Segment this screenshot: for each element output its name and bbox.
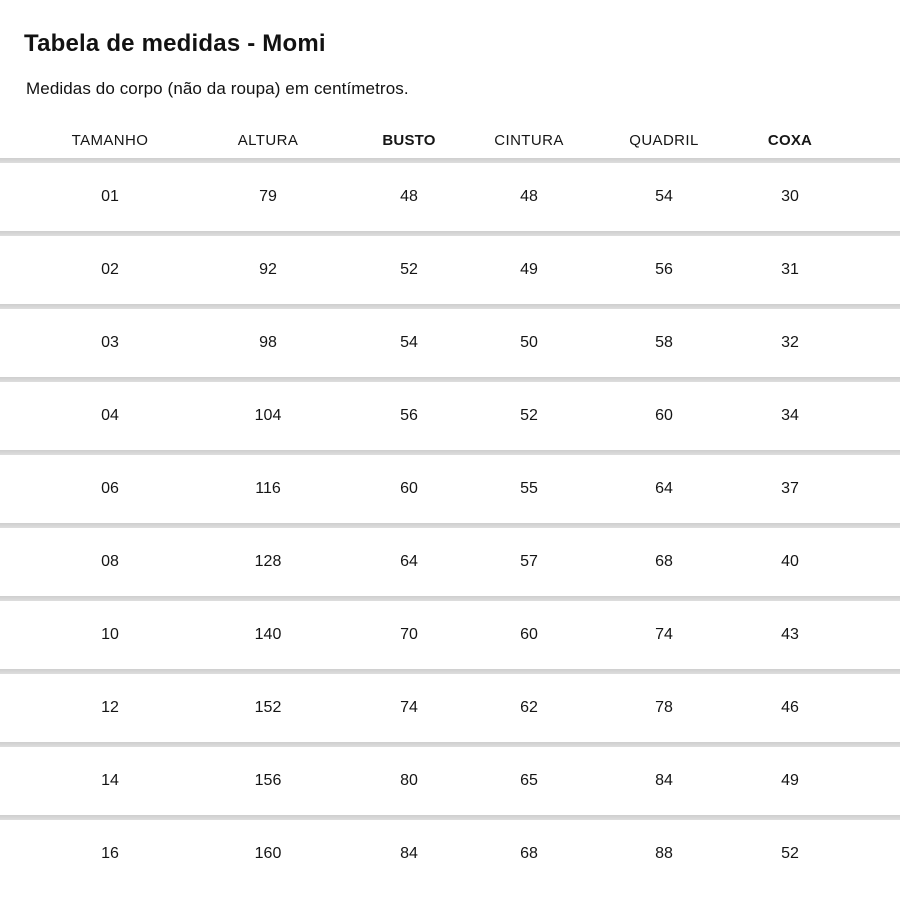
table-cell: 74	[400, 699, 418, 716]
table-cell: 60	[655, 407, 673, 424]
row-divider	[0, 669, 900, 674]
table-cell: 140	[254, 626, 282, 643]
table-cell: 50	[520, 334, 538, 351]
table-cell: 08	[101, 553, 119, 570]
table-cell: 54	[400, 334, 418, 351]
row-divider	[0, 158, 900, 163]
table-cell: 78	[655, 699, 673, 716]
table-cell: 152	[254, 699, 282, 716]
table-row: 16 160 84 68 88 52	[0, 820, 900, 888]
table-cell: 88	[655, 845, 673, 862]
table-cell: 64	[655, 480, 673, 497]
table-cell: 84	[400, 845, 418, 862]
table-cell: 31	[781, 261, 799, 278]
table-cell: 116	[255, 480, 281, 497]
table-cell: 156	[254, 772, 282, 789]
table-cell: 80	[400, 772, 418, 789]
row-divider	[0, 304, 900, 309]
table-cell: 10	[101, 626, 119, 643]
table-cell: 84	[655, 772, 673, 789]
table-cell: 64	[400, 553, 418, 570]
table-header-row: TAMANHO ALTURA BUSTO CINTURA QUADRIL COXA	[0, 122, 900, 158]
table-cell: 55	[520, 480, 538, 497]
table-cell: 56	[655, 261, 673, 278]
column-header: CINTURA	[494, 131, 564, 149]
table-cell: 128	[254, 553, 282, 570]
table-cell: 70	[400, 626, 418, 643]
table-cell: 04	[101, 407, 119, 424]
table-cell: 32	[781, 334, 799, 351]
table-cell: 54	[655, 188, 673, 205]
table-cell: 16	[101, 845, 119, 862]
row-divider	[0, 377, 900, 382]
table-cell: 56	[400, 407, 418, 424]
table-row: 03 98 54 50 58 32	[0, 309, 900, 377]
table-cell: 104	[254, 407, 282, 424]
column-header: QUADRIL	[629, 131, 699, 149]
table-row: 04 104 56 52 60 34	[0, 382, 900, 450]
table-cell: 43	[781, 626, 799, 643]
table-cell: 48	[520, 188, 538, 205]
row-divider	[0, 450, 900, 455]
table-cell: 79	[259, 188, 277, 205]
table-row: 10 140 70 60 74 43	[0, 601, 900, 669]
table-cell: 74	[655, 626, 673, 643]
table-body: 01 79 48 48 54 30 02 92 52 49 56 31 03 98 54 50 58 32 04 10…	[0, 158, 900, 888]
table-cell: 60	[400, 480, 418, 497]
table-cell: 30	[781, 188, 799, 205]
table-cell: 46	[781, 699, 799, 716]
column-header: ALTURA	[237, 131, 299, 149]
row-divider	[0, 742, 900, 747]
table-row: 08 128 64 57 68 40	[0, 528, 900, 596]
table-cell: 14	[101, 772, 119, 789]
table-cell: 03	[101, 334, 119, 351]
table-cell: 68	[520, 845, 538, 862]
row-divider	[0, 523, 900, 528]
row-divider	[0, 596, 900, 601]
table-row: 02 92 52 49 56 31	[0, 236, 900, 304]
table-cell: 49	[781, 772, 799, 789]
page-subtitle: Medidas do corpo (não da roupa) em centí…	[26, 79, 409, 98]
row-divider	[0, 815, 900, 820]
table-cell: 49	[520, 261, 538, 278]
table-cell: 65	[520, 772, 538, 789]
table-cell: 06	[101, 480, 119, 497]
table-row: 06 116 60 55 64 37	[0, 455, 900, 523]
table-row: 14 156 80 65 84 49	[0, 747, 900, 815]
table-row: 12 152 74 62 78 46	[0, 674, 900, 742]
table-cell: 40	[781, 553, 799, 570]
table-cell: 60	[520, 626, 538, 643]
table-cell: 62	[520, 699, 538, 716]
row-divider	[0, 231, 900, 236]
table-cell: 48	[400, 188, 418, 205]
column-header: TAMANHO	[71, 131, 149, 149]
table-cell: 98	[259, 334, 277, 351]
table-cell: 37	[781, 480, 799, 497]
table-cell: 02	[101, 261, 119, 278]
column-header: COXA	[767, 131, 813, 149]
table-cell: 52	[400, 261, 418, 278]
table-cell: 57	[520, 553, 538, 570]
table-cell: 160	[254, 845, 282, 862]
column-header: BUSTO	[382, 131, 436, 149]
size-table: TAMANHO ALTURA BUSTO CINTURA QUADRIL COXA 01 7…	[0, 122, 900, 888]
table-cell: 34	[781, 407, 799, 424]
table-cell: 58	[655, 334, 673, 351]
table-cell: 12	[101, 699, 119, 716]
table-cell: 92	[259, 261, 277, 278]
page-title: Tabela de medidas - Momi	[24, 30, 326, 57]
table-row: 01 79 48 48 54 30	[0, 163, 900, 231]
table-cell: 52	[520, 407, 538, 424]
table-cell: 68	[655, 553, 673, 570]
table-cell: 52	[781, 845, 799, 862]
table-cell: 01	[101, 188, 119, 205]
